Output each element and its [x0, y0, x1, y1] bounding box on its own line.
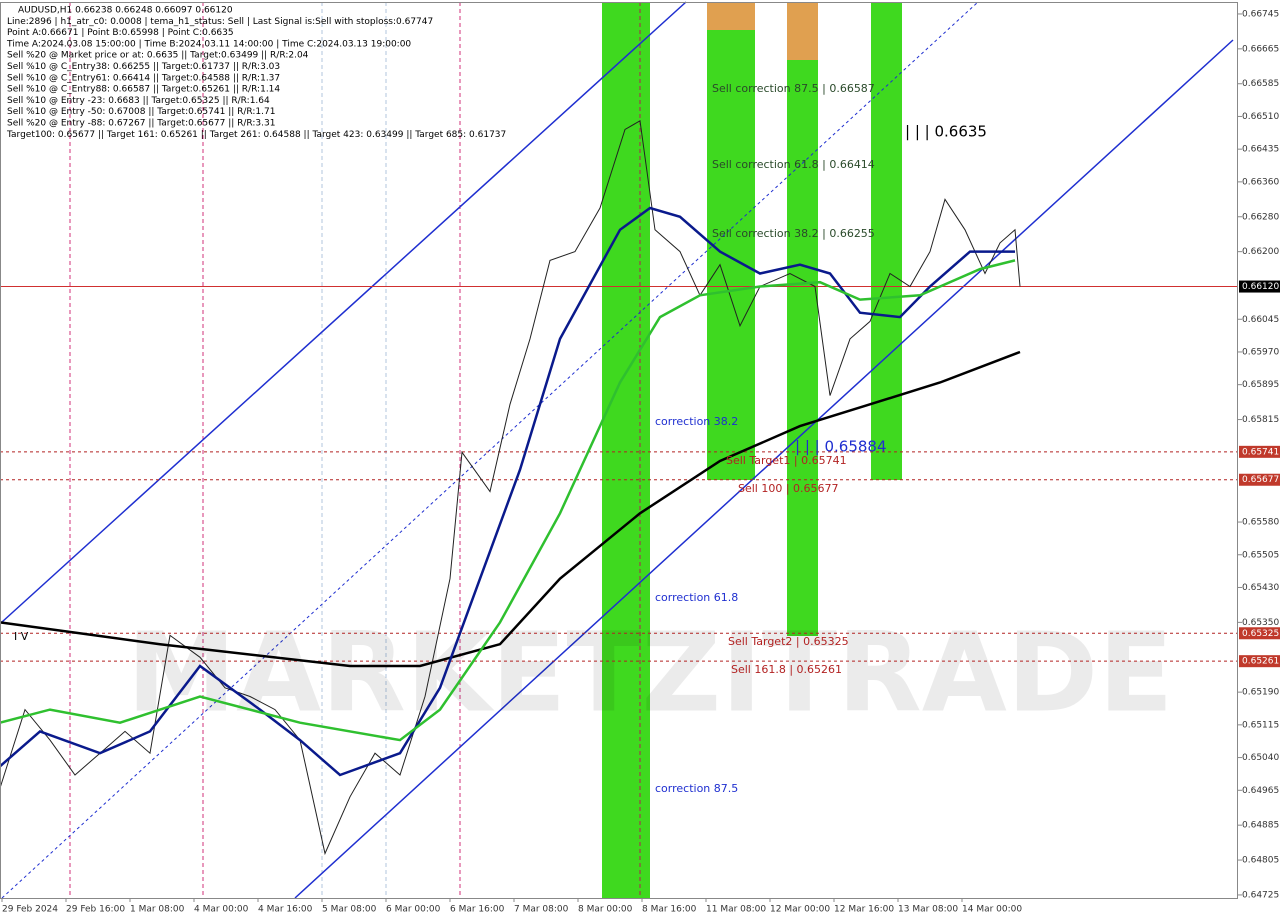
annotation: Sell Target2 | 0.65325: [728, 635, 849, 648]
y-tick-label: 0.65505: [1242, 550, 1279, 560]
info-line: Sell %20 @ Market price or at: 0.6635 ||…: [7, 51, 309, 61]
x-tick-label: 7 Mar 08:00: [514, 905, 569, 915]
x-tick-label: 1 Mar 08:00: [130, 905, 185, 915]
info: AUDUSD,H1 0.66238 0.66248 0.66097 0.6612…: [6, 6, 506, 140]
y-tick-label: 0.66665: [1242, 44, 1279, 54]
watermark: MARKETZITRADE: [127, 608, 1174, 736]
y-tick-label: 0.64965: [1242, 786, 1279, 796]
series-line: [0, 119, 1021, 856]
zone: [871, 2, 902, 480]
level-box: [1239, 473, 1280, 486]
x-tick-label: 29 Feb 16:00: [66, 905, 125, 915]
annotation: correction 61.8: [655, 591, 738, 604]
x-tick-label: 6 Mar 16:00: [450, 905, 505, 915]
annotation: Sell correction 87.5 | 0.66587: [712, 82, 875, 95]
y-tick-label: 0.65815: [1242, 415, 1279, 425]
y-tick-label: 0.66360: [1242, 177, 1279, 187]
x-tick-label: 13 Mar 08:00: [898, 905, 958, 915]
channel-line: [1, 1, 687, 623]
level-box: [1239, 627, 1280, 640]
level-label: 0.65325: [1242, 629, 1279, 639]
annotation: Sell 100 | 0.65677: [738, 482, 839, 495]
plot-border: [0, 2, 1238, 899]
x-tick-label: 4 Mar 16:00: [258, 905, 313, 915]
y-tick-label: 0.66280: [1242, 212, 1279, 222]
y-tick-label: 0.66200: [1242, 247, 1279, 257]
zone: [707, 2, 755, 30]
info-line: Time A:2024.03.08 15:00:00 | Time B:2024…: [6, 39, 411, 49]
zones: [602, 2, 902, 898]
info-line: Sell %10 @ Entry -23: 0.6683 || Target:0…: [7, 96, 270, 106]
annotation: Sell 161.8 | 0.65261: [731, 663, 842, 676]
y-tick-label: 0.64885: [1242, 821, 1279, 831]
info-line: Target100: 0.65677 || Target 161: 0.6526…: [6, 130, 506, 140]
y-tick-label: 0.64805: [1242, 856, 1279, 866]
y-tick-label: 0.66045: [1242, 315, 1279, 325]
series-line: [0, 206, 1015, 777]
price-box: [1239, 280, 1280, 293]
x-tick-label: 4 Mar 00:00: [194, 905, 249, 915]
info-line: Line:2896 | h1_atr_c0: 0.0008 | tema_h1_…: [7, 17, 433, 27]
x-tick-label: 5 Mar 08:00: [322, 905, 377, 915]
x-tick-label: 8 Mar 00:00: [578, 905, 633, 915]
level-label: 0.65261: [1242, 657, 1279, 667]
y-tick-label: 0.65430: [1242, 583, 1279, 593]
annotation: I V: [14, 630, 29, 643]
level-box: [1239, 445, 1280, 458]
x-tick-label: 14 Mar 00:00: [962, 905, 1022, 915]
y-tick-label: 0.66585: [1242, 79, 1279, 89]
info-line: Sell %10 @ C_Entry38: 0.66255 || Target:…: [7, 62, 280, 72]
info-line: Sell %20 @ Entry -88: 0.67267 || Target:…: [7, 119, 275, 129]
channel-mid: [1, 1, 979, 899]
annotation: | | | 0.65884: [795, 438, 887, 456]
y-tick-label: 0.64725: [1242, 890, 1279, 900]
annotation: correction 87.5: [655, 782, 738, 795]
info-line: Sell %10 @ Entry -50: 0.67008 || Target:…: [7, 107, 275, 117]
series-line: [0, 259, 1016, 742]
info-line: Point A:0.66671 | Point B:0.65998 | Poin…: [7, 28, 234, 38]
x-tick-label: 12 Mar 00:00: [770, 905, 830, 915]
annotation: Sell Target1 | 0.65741: [726, 454, 847, 467]
y-tick-label: 0.65190: [1242, 688, 1279, 698]
level-label: 0.65741: [1242, 447, 1279, 457]
x-tick-label: 6 Mar 00:00: [386, 905, 441, 915]
y-tick-label: 0.65895: [1242, 380, 1279, 390]
y-tick-label: 0.66510: [1242, 112, 1279, 122]
y-tick-label: 0.66435: [1242, 145, 1279, 155]
y-tick-label: 0.65115: [1242, 720, 1279, 730]
y-tick-label: 0.66745: [1242, 9, 1279, 19]
annotation: correction 38.2: [655, 415, 738, 428]
y-tick-label: 0.65970: [1242, 347, 1279, 357]
annotation: Sell correction 61.8 | 0.66414: [712, 158, 875, 171]
zone: [787, 60, 818, 636]
price-label: 0.66120: [1242, 282, 1279, 292]
zone: [787, 2, 818, 60]
level-box: [1239, 655, 1280, 668]
vertical-lines: [69, 2, 641, 898]
x-tick-label: 29 Feb 2024: [2, 905, 58, 915]
info-line: Sell %10 @ C_Entry61: 0.66414 || Target:…: [7, 73, 280, 83]
annotation: Sell correction 38.2 | 0.66255: [712, 227, 875, 240]
y-tick-label: 0.65350: [1242, 618, 1279, 628]
x-tick-label: 11 Mar 08:00: [706, 905, 766, 915]
zone: [707, 30, 755, 480]
plot: Sell correction 87.5 | 0.66587 Sell corre…: [0, 82, 1238, 856]
level-label: 0.65677: [1242, 475, 1279, 485]
annotation: | | | 0.6635: [905, 123, 987, 141]
channel-line: [294, 39, 1234, 899]
y-tick-label: 0.65580: [1242, 518, 1279, 528]
series-line: [0, 350, 1021, 668]
channel: [1, 1, 1234, 899]
y-tick-label: 0.65040: [1242, 753, 1279, 763]
info-line: AUDUSD,H1 0.66238 0.66248 0.66097 0.6612…: [18, 6, 233, 16]
x-tick-label: 12 Mar 16:00: [834, 905, 894, 915]
info-line: Sell %10 @ C_Entry88: 0.66587 || Target:…: [7, 85, 280, 95]
zone: [602, 2, 650, 898]
x-tick-label: 8 Mar 16:00: [642, 905, 697, 915]
